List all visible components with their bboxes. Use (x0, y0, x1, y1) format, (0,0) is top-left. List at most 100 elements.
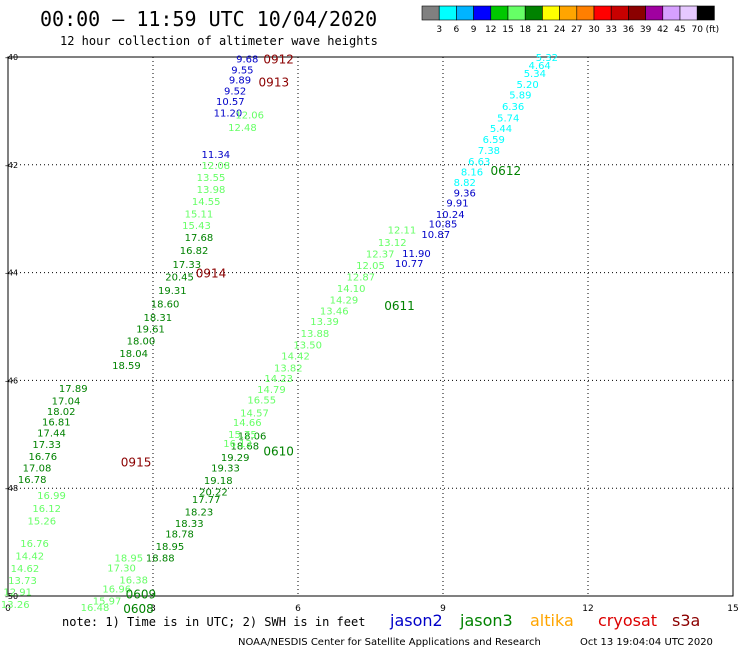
swh-value-label: 5.89 (509, 91, 531, 102)
colorbar-label: 30 (588, 25, 600, 35)
x-tick-label: 3 (150, 604, 156, 614)
swh-value-label: 13.46 (320, 306, 349, 317)
swh-value-label: 6.63 (468, 157, 490, 168)
swh-value-label: 14.79 (257, 385, 286, 396)
swh-value-label: 18.88 (146, 554, 175, 565)
swh-value-label: 12.37 (366, 250, 395, 261)
colorbar-label: 15 (502, 25, 513, 35)
swh-value-label: 12.91 (3, 588, 32, 599)
colorbar-swatch (456, 5, 474, 21)
plot-frame (7, 56, 734, 597)
swh-value-label: 9.91 (446, 199, 468, 210)
swh-value-label: 18.59 (112, 361, 141, 372)
colorbar-swatch (610, 5, 629, 21)
swh-value-label: 17.33 (32, 440, 61, 451)
swh-value-label: 18.00 (127, 337, 156, 348)
page-subtitle: 12 hour collection of altimeter wave hei… (60, 34, 378, 48)
swh-value-label: 5.34 (524, 69, 546, 80)
colorbar-label: 21 (537, 25, 548, 35)
swh-value-label: 19.29 (221, 453, 250, 464)
x-tick-label: 12 (582, 604, 593, 614)
colorbar-swatch (473, 5, 492, 21)
swh-value-label: 14.66 (233, 418, 262, 429)
pass-label: 0913 (259, 75, 290, 89)
swh-value-label: 18.68 (231, 442, 260, 453)
colorbar-swatch (438, 5, 457, 21)
swh-value-label: 9.36 (454, 188, 476, 199)
swh-value-label: 9.55 (231, 65, 253, 76)
swh-value-label: 5.32 (536, 53, 558, 64)
colorbar-label: 45 (674, 25, 685, 35)
swh-value-label: 10.24 (436, 210, 465, 221)
colorbar-swatch (421, 5, 440, 21)
y-tick-label: -44 (5, 269, 18, 278)
swh-value-label: 17.89 (59, 384, 88, 395)
pass-label: 0915 (121, 455, 152, 469)
swh-value-label: 13.55 (197, 173, 226, 184)
swh-value-label: 16.38 (119, 575, 148, 586)
swh-value-label: 11.20 (214, 109, 243, 120)
legend-cryosat: cryosat (598, 611, 657, 630)
swh-value-label: 14.57 (240, 409, 269, 420)
colorbar-label: 70 (691, 25, 703, 35)
swh-value-label: 19.61 (136, 325, 165, 336)
swh-value-label: 17.68 (185, 233, 214, 244)
swh-value-label: 17.77 (192, 495, 221, 506)
legend-s3a: s3a (672, 611, 700, 630)
swh-value-label: 15.26 (28, 517, 57, 528)
page-title: 00:00 – 11:59 UTC 10/04/2020 (40, 7, 377, 31)
legend-altika: altika (530, 611, 574, 630)
swh-value-label: 18.60 (151, 299, 180, 310)
swh-value-label: 15.97 (93, 596, 122, 607)
y-tick-label: -46 (5, 376, 18, 385)
swh-value-label: 8.82 (454, 178, 476, 189)
x-tick-label: 6 (295, 604, 301, 614)
colorbar-label: (ft) (706, 25, 720, 35)
colorbar-swatch (645, 5, 664, 21)
colorbar-swatch (662, 5, 681, 21)
swh-value-label: 17.30 (107, 563, 136, 574)
swh-value-label: 10.87 (421, 230, 450, 241)
swh-value-label: 18.06 (238, 431, 267, 442)
swh-value-label: 18.95 (156, 542, 185, 553)
swh-value-label: 11.90 (402, 249, 431, 260)
swh-value-label: 10.77 (395, 259, 424, 270)
swh-value-label: 16.76 (28, 452, 57, 463)
pass-label: 0610 (263, 444, 294, 458)
x-tick-label: 9 (440, 604, 446, 614)
colorbar-swatch (679, 5, 698, 21)
swh-value-label: 14.62 (11, 564, 40, 575)
colorbar-label: 36 (623, 25, 635, 35)
colorbar-label: 18 (519, 25, 531, 35)
swh-value-label: 14.42 (15, 552, 44, 563)
swh-value-label: 16.96 (102, 584, 131, 595)
pass-label: 0914 (196, 267, 227, 281)
swh-value-label: 19.18 (204, 476, 233, 487)
swh-value-label: 18.31 (144, 313, 173, 324)
swh-value-label: 12.05 (356, 261, 385, 272)
swh-value-label: 12.48 (228, 123, 257, 134)
swh-value-label: 20.45 (165, 272, 194, 283)
swh-value-label: 14.55 (192, 197, 221, 208)
swh-value-label: 18.78 (165, 529, 194, 540)
swh-value-label: 14.29 (330, 296, 359, 307)
colorbar-label: 6 (454, 25, 460, 35)
swh-value-label: 12.06 (235, 111, 264, 122)
colorbar-label: 9 (471, 25, 477, 35)
colorbar-swatch (524, 5, 543, 21)
swh-value-label: 5.74 (497, 113, 519, 124)
swh-value-label: 17.04 (52, 396, 81, 407)
colorbar-swatch (696, 5, 715, 21)
colorbar-swatch (628, 5, 646, 21)
swh-value-label: 7.38 (478, 146, 500, 157)
swh-value-label: 16.55 (247, 395, 276, 406)
swh-value-label: 15.11 (185, 209, 214, 220)
swh-value-label: 12.08 (202, 161, 231, 172)
swh-value-label: 17.33 (173, 260, 202, 271)
swh-value-label: 18.23 (185, 507, 214, 518)
swh-value-label: 16.13 (223, 439, 252, 450)
colorbar-swatch (576, 5, 595, 21)
swh-value-label: 18.33 (175, 519, 204, 530)
